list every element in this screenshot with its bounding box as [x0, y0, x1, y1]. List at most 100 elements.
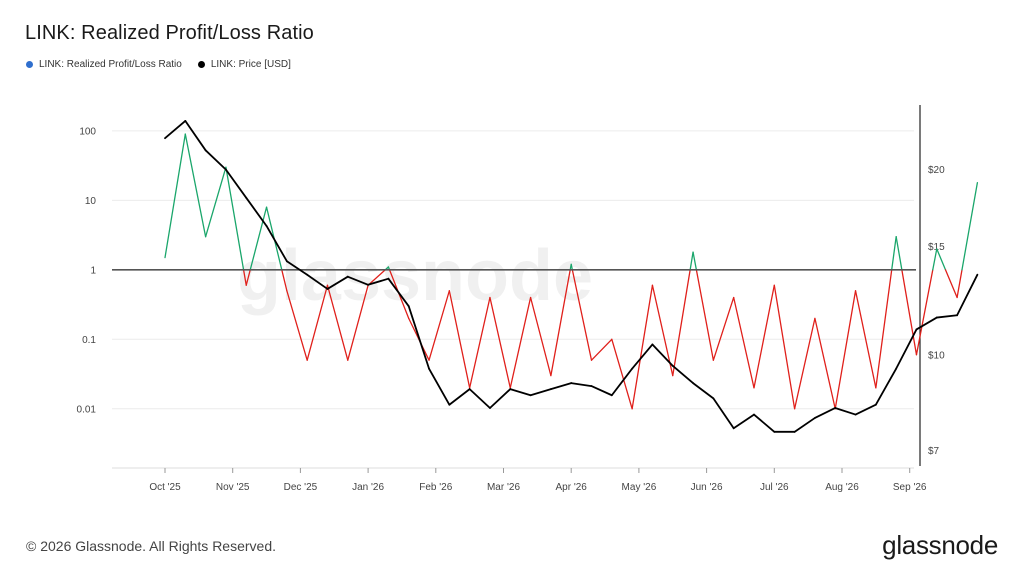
- price-segment: [651, 343, 674, 367]
- price-segment: [184, 120, 207, 152]
- x-tick-label: Jan '26: [352, 482, 384, 493]
- ratio-segment: [306, 284, 329, 361]
- chart-title: LINK: Realized Profit/Loss Ratio: [25, 22, 314, 44]
- ratio-segment: [631, 284, 654, 410]
- x-tick-label: Feb '26: [419, 482, 452, 493]
- price-segment: [549, 382, 573, 391]
- ratio-segment: [753, 284, 775, 389]
- left-y-axis: 100 10 1 0.1 0.01: [77, 126, 97, 415]
- ratio-segment: [347, 284, 369, 361]
- left-tick-label: 0.01: [77, 404, 97, 415]
- x-tick-label: Jun '26: [691, 482, 723, 493]
- ratio-segment: [164, 133, 186, 259]
- ratio-segment: [956, 269, 963, 299]
- price-segment: [326, 275, 349, 290]
- price-segment: [367, 277, 390, 286]
- ratio-segment: [891, 236, 897, 271]
- price-segment: [631, 343, 654, 370]
- price-segment: [489, 388, 512, 409]
- x-tick-label: Oct '25: [149, 482, 181, 493]
- ratio-segment: [571, 269, 593, 361]
- ratio-segment: [286, 290, 308, 361]
- brand-logo[interactable]: glassnode: [882, 530, 998, 560]
- legend-dot-ratio: [26, 61, 33, 68]
- price-segment: [935, 314, 958, 319]
- price-segment: [306, 273, 329, 290]
- legend-item-price[interactable]: LINK: Price [USD]: [197, 59, 291, 70]
- ratio-segment: [689, 251, 694, 271]
- x-tick-label: Dec '25: [284, 482, 318, 493]
- price-segment: [895, 328, 918, 370]
- ratio-segment: [225, 166, 245, 271]
- ratio-segment: [204, 166, 227, 238]
- price-segment: [285, 260, 309, 276]
- price-segment: [387, 277, 410, 308]
- price-segment: [529, 388, 552, 397]
- price-segment: [225, 168, 248, 199]
- price-segment: [265, 225, 288, 263]
- ratio-segment: [489, 296, 511, 389]
- ratio-segment: [793, 317, 816, 410]
- right-tick-label: $15: [928, 242, 945, 253]
- ratio-segment: [932, 248, 938, 271]
- x-tick-label: May '26: [622, 482, 657, 493]
- price-segment: [834, 407, 857, 416]
- ratio-segment: [854, 290, 877, 389]
- ratio-segment: [428, 290, 450, 361]
- price-segment: [164, 120, 187, 140]
- left-tick-label: 1: [90, 265, 96, 276]
- price-segment: [671, 364, 694, 384]
- price-segment: [854, 403, 877, 416]
- price-segment: [590, 385, 613, 397]
- right-y-axis: $7 $10 $15 $20: [919, 105, 945, 466]
- price-segment: [204, 149, 227, 171]
- ratio-segment: [915, 269, 934, 356]
- ratio-segment: [692, 251, 698, 271]
- right-tick-label: $20: [928, 165, 945, 176]
- x-tick-label: Jul '26: [760, 482, 789, 493]
- legend-item-ratio[interactable]: LINK: Realized Profit/Loss Ratio: [26, 59, 182, 70]
- ratio-segment: [672, 269, 691, 377]
- ratio-segment: [611, 338, 633, 410]
- ratio-segment: [651, 284, 674, 377]
- right-tick-label: $10: [928, 350, 945, 361]
- x-tick-label: Sep '26: [893, 482, 927, 493]
- x-tick-label: Apr '26: [556, 482, 588, 493]
- price-segment: [509, 388, 532, 397]
- ratio-segment: [834, 290, 857, 410]
- ratio-segment: [242, 269, 247, 286]
- ratio-segment: [448, 290, 471, 389]
- price-segment: [874, 367, 898, 406]
- price-segment: [245, 196, 268, 227]
- ratio-segment: [326, 284, 349, 361]
- ratio-series: [164, 133, 979, 410]
- price-segment: [915, 316, 938, 331]
- legend-label-price: LINK: Price [USD]: [210, 59, 291, 70]
- price-segment: [814, 407, 837, 419]
- x-axis: Oct '25 Nov '25 Dec '25 Jan '26 Feb '26 Mar '…: [112, 467, 927, 493]
- ratio-segment: [814, 317, 836, 410]
- copyright-text: © 2026 Glassnode. All Rights Reserved.: [26, 538, 277, 554]
- ratio-segment: [712, 296, 735, 361]
- x-tick-label: Aug '26: [825, 482, 859, 493]
- price-series: [164, 120, 979, 433]
- ratio-segment: [590, 338, 613, 361]
- watermark: glassnode: [237, 236, 593, 316]
- price-segment: [346, 275, 370, 286]
- ratio-segment: [901, 269, 918, 356]
- legend-label-ratio: LINK: Realized Profit/Loss Ratio: [39, 59, 182, 70]
- ratio-segment: [961, 181, 979, 271]
- ratio-segment: [249, 206, 268, 271]
- x-tick-label: Nov '25: [216, 482, 250, 493]
- ratio-segment: [550, 269, 571, 377]
- x-tick-label: Mar '26: [487, 482, 520, 493]
- ratio-segment: [733, 296, 755, 389]
- ratio-segment: [281, 269, 288, 292]
- price-segment: [570, 382, 593, 387]
- ratio-segment: [367, 269, 386, 286]
- left-tick-label: 100: [79, 126, 96, 137]
- price-segment: [692, 382, 715, 400]
- price-segment: [956, 273, 979, 317]
- ratio-segment: [895, 236, 903, 271]
